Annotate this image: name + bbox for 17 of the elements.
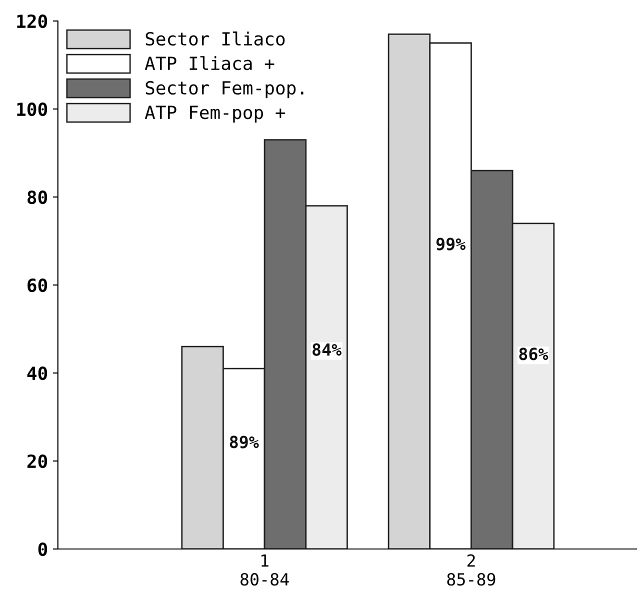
y-tick-label: 100: [17, 102, 48, 116]
y-tick-label: 80: [28, 190, 48, 204]
y-tick-label: 0: [38, 542, 48, 556]
legend-label: Sector Iliaco: [146, 32, 285, 46]
y-tick-label: 120: [17, 14, 48, 28]
annotation: 89%: [230, 436, 259, 448]
legend-label: ATP Iliaca +: [144, 56, 274, 70]
legend-label: Sector Fem-pop.: [146, 81, 304, 98]
x-tick-label: 1 80-84: [240, 554, 289, 586]
annotation: 86%: [519, 348, 548, 360]
legend-label: ATP Fem-pop +: [144, 106, 286, 123]
y-tick-label: 40: [27, 366, 48, 380]
annotation: 99%: [436, 238, 466, 250]
annotation: 84%: [312, 343, 342, 356]
x-tick-label: 2 85-89: [447, 554, 496, 586]
y-tick-label: 60: [28, 278, 48, 292]
y-tick-label: 20: [27, 454, 48, 468]
